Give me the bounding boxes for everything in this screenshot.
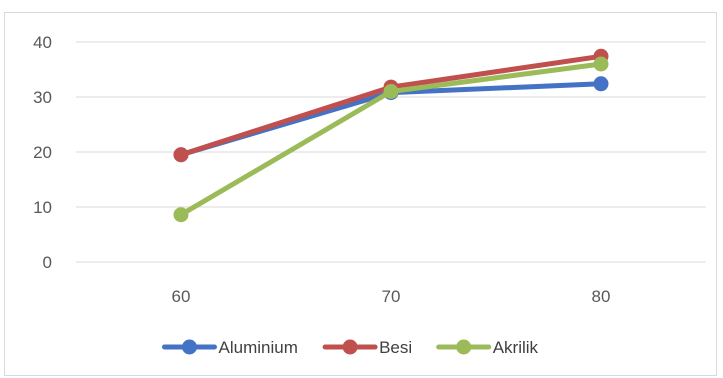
- x-axis-tick-labels: 60 70 80: [172, 287, 611, 306]
- data-point-akrilik: [383, 84, 399, 99]
- legend-label: Aluminium: [219, 338, 298, 357]
- y-tick-label: 10: [33, 198, 52, 217]
- series-akrilik: [173, 56, 609, 223]
- data-point-besi: [173, 147, 189, 163]
- series-lines: [173, 48, 609, 223]
- legend-item-akrilik: Akrilik: [436, 338, 539, 357]
- legend-swatch-marker: [456, 339, 472, 355]
- legend-item-aluminium: Aluminium: [162, 338, 298, 357]
- y-tick-label: 40: [33, 33, 52, 52]
- legend-swatch-marker: [342, 339, 358, 355]
- x-tick-label: 70: [382, 287, 401, 306]
- y-axis-tick-labels: 0 10 20 30 40: [33, 33, 52, 272]
- y-tick-label: 0: [43, 253, 52, 272]
- legend-label: Akrilik: [493, 338, 539, 357]
- legend-item-besi: Besi: [322, 338, 412, 357]
- legend-swatch-marker: [182, 339, 197, 355]
- series-besi: [173, 48, 609, 163]
- gridlines: [76, 41, 706, 263]
- y-tick-label: 20: [33, 143, 52, 162]
- legend-label: Besi: [379, 338, 412, 357]
- y-tick-label: 30: [33, 88, 52, 107]
- chart-frame: [4, 12, 717, 376]
- legend: Aluminium Besi Akrilik: [162, 338, 539, 357]
- x-tick-label: 60: [172, 287, 191, 306]
- data-point-akrilik: [173, 207, 189, 223]
- data-point-aluminium: [593, 76, 609, 92]
- data-point-akrilik: [593, 56, 609, 72]
- x-tick-label: 80: [592, 287, 611, 306]
